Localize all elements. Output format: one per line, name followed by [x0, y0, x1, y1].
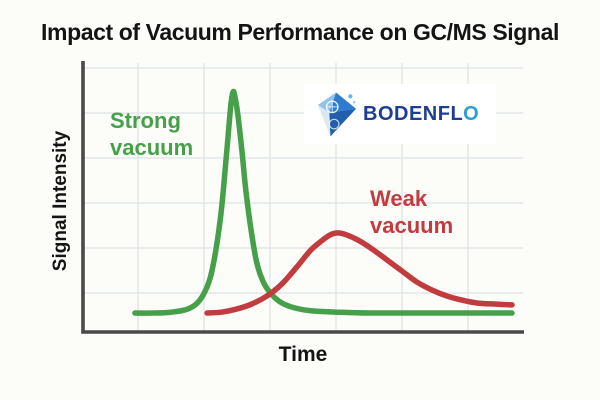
bodenflo-diamond-icon: [317, 92, 357, 136]
bodenflo-logo: BODENFLO: [304, 84, 496, 144]
strong-vacuum-curve: [132, 88, 515, 316]
bodenflo-logo-text: BODENFLO: [363, 103, 479, 126]
weak-vacuum-curve: [204, 230, 515, 316]
weak-vacuum-label: Weak vacuum: [370, 186, 454, 239]
logo-text-main: BODENFL: [363, 102, 464, 125]
logo-text-accent: O: [463, 102, 480, 125]
page-title: Impact of Vacuum Performance on GC/MS Si…: [41, 19, 559, 45]
y-axis-label: Signal Intensity: [50, 130, 71, 272]
chart-axes: [81, 61, 524, 334]
x-axis-label: Time: [278, 343, 328, 366]
strong-vacuum-label: Strong vacuum: [110, 108, 194, 161]
